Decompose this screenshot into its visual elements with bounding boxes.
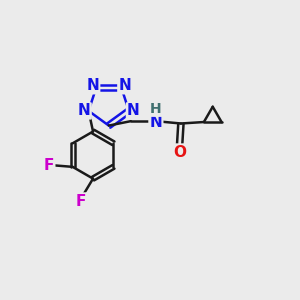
Text: N: N bbox=[127, 103, 140, 118]
Text: N: N bbox=[149, 115, 162, 130]
Text: O: O bbox=[173, 145, 186, 160]
Text: H: H bbox=[150, 102, 162, 116]
Text: F: F bbox=[76, 194, 86, 208]
Text: N: N bbox=[86, 78, 99, 93]
Text: N: N bbox=[78, 103, 91, 118]
Text: N: N bbox=[118, 78, 131, 93]
Text: F: F bbox=[44, 158, 54, 173]
